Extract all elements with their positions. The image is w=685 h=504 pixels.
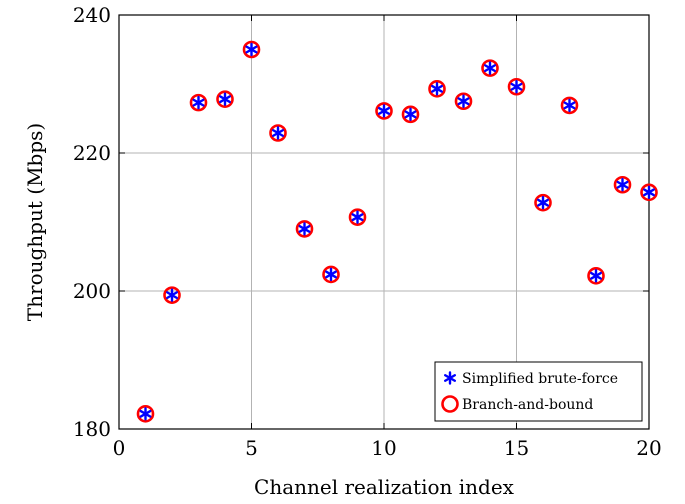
brute-force-point bbox=[404, 107, 417, 122]
brute-force-point bbox=[192, 95, 205, 110]
y-tick-label: 240 bbox=[73, 3, 111, 27]
branch-and-bound-point bbox=[216, 90, 234, 108]
brute-force-point bbox=[378, 104, 390, 118]
legend-box bbox=[434, 361, 643, 422]
legend-label-simplified-brute-force: Simplified brute-force bbox=[462, 371, 618, 387]
branch-and-bound-point bbox=[189, 93, 208, 112]
brute-force-point bbox=[351, 210, 364, 224]
branch-and-bound-point bbox=[534, 193, 552, 212]
legend-marker-asterisk bbox=[444, 371, 456, 385]
brute-force-point bbox=[457, 94, 470, 108]
x-tick-label: 20 bbox=[636, 436, 661, 460]
branch-and-bound-point bbox=[375, 102, 393, 120]
brute-force-point bbox=[139, 407, 152, 421]
data-points bbox=[136, 40, 658, 423]
brute-force-point bbox=[510, 80, 523, 94]
brute-force-point bbox=[431, 82, 443, 96]
branch-and-bound-point bbox=[587, 267, 605, 285]
branch-and-bound-point bbox=[242, 40, 261, 59]
branch-and-bound-point bbox=[613, 175, 632, 194]
branch-and-bound-point bbox=[401, 105, 420, 124]
y-tick-label: 200 bbox=[73, 279, 111, 303]
branch-and-bound-point bbox=[295, 220, 314, 238]
y-tick-label: 180 bbox=[73, 417, 111, 441]
branch-and-bound-point bbox=[348, 208, 367, 226]
branch-and-bound-point bbox=[322, 265, 340, 284]
branch-and-bound-point bbox=[163, 286, 181, 304]
y-tick-label: 220 bbox=[73, 141, 111, 165]
branch-and-bound-point bbox=[454, 92, 473, 111]
brute-force-point bbox=[298, 222, 311, 236]
brute-force-point bbox=[245, 42, 258, 57]
legend-label-branch-and-bound: Branch-and-bound bbox=[462, 397, 593, 413]
brute-force-point bbox=[616, 178, 629, 192]
x-tick-label: 15 bbox=[504, 436, 529, 460]
legend-circle-marker bbox=[441, 395, 459, 413]
y-axis-label: Throughput (Mbps) bbox=[23, 123, 47, 321]
x-axis-label: Channel realization index bbox=[254, 475, 515, 499]
branch-and-bound-point bbox=[640, 183, 658, 202]
legend-asterisk-marker bbox=[444, 371, 456, 385]
branch-and-bound-point bbox=[481, 59, 499, 77]
x-tick-label: 0 bbox=[113, 436, 126, 460]
brute-force-point bbox=[166, 288, 178, 302]
brute-force-point bbox=[272, 126, 284, 140]
branch-and-bound-point bbox=[269, 124, 287, 142]
x-tick-label: 5 bbox=[245, 436, 258, 460]
branch-and-bound-point bbox=[136, 405, 155, 423]
legend: Simplified brute-force Branch-and-bound bbox=[434, 361, 643, 422]
brute-force-point bbox=[484, 61, 496, 75]
axis-ticks bbox=[118, 14, 650, 430]
brute-force-point bbox=[325, 267, 337, 282]
branch-and-bound-point bbox=[428, 80, 446, 98]
x-tick-label: 10 bbox=[371, 436, 396, 460]
brute-force-point bbox=[563, 98, 576, 113]
brute-force-point bbox=[537, 195, 549, 210]
tick-labels: 0 5 10 15 20 180 200 220 240 bbox=[73, 3, 662, 460]
brute-force-point bbox=[590, 269, 602, 283]
legend-marker-circle bbox=[441, 395, 459, 413]
branch-and-bound-point bbox=[507, 77, 526, 96]
brute-force-point bbox=[219, 92, 231, 106]
brute-force-point bbox=[643, 185, 655, 200]
branch-and-bound-point bbox=[560, 96, 579, 115]
